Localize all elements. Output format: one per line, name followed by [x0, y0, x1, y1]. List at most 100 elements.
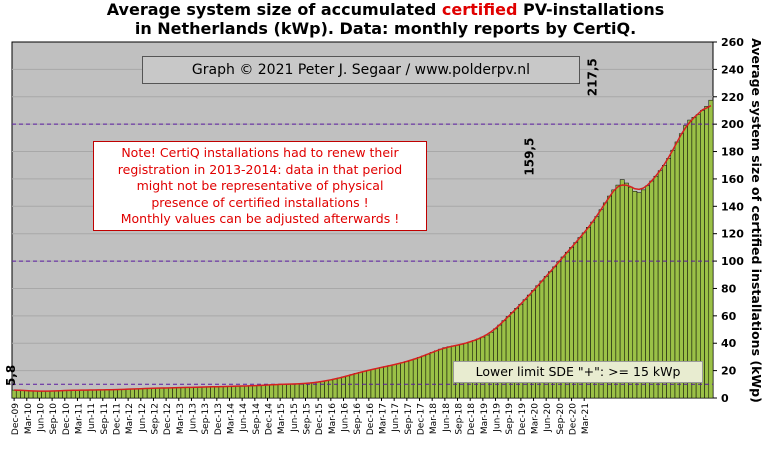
- bar: [75, 389, 80, 399]
- bar: [678, 133, 684, 399]
- x-tick-label: Jun-17: [391, 403, 401, 433]
- y-tick-label: 0: [721, 392, 729, 405]
- bar: [332, 378, 338, 399]
- bar: [674, 141, 680, 399]
- bar: [501, 320, 507, 399]
- x-tick-label: Dec-18: [467, 403, 477, 435]
- bar: [370, 369, 376, 399]
- bar: [417, 357, 422, 399]
- note-line: registration in 2013-2014: data in that …: [117, 161, 403, 177]
- y-axis-label: Average system size of certified install…: [748, 37, 764, 403]
- bar: [252, 385, 258, 399]
- bar: [222, 386, 228, 399]
- x-tick-label: Dec-13: [214, 403, 224, 435]
- bar: [214, 386, 220, 399]
- x-tick-label: Dec-17: [417, 403, 427, 435]
- x-tick-label: Dec-16: [366, 403, 376, 435]
- bar: [303, 383, 308, 399]
- bar: [265, 384, 270, 399]
- x-tick-label: Sep-13: [201, 403, 211, 435]
- note-line: Note! CertiQ installations had to renew …: [121, 145, 399, 160]
- note-line: presence of certified installations !: [151, 194, 369, 210]
- x-tick-label: Dec-11: [112, 403, 122, 435]
- bar: [227, 386, 232, 399]
- note-line: Monthly values can be adjusted afterward…: [120, 211, 400, 226]
- legend-box: Lower limit SDE "+": >= 15 kWp: [453, 361, 703, 383]
- bar: [248, 385, 253, 399]
- x-tick-label: Mar-10: [24, 403, 34, 434]
- bar: [700, 110, 705, 399]
- bar: [142, 388, 148, 399]
- bar: [20, 390, 25, 399]
- bar: [438, 348, 443, 399]
- y-tick-label: 160: [721, 173, 744, 186]
- bar: [345, 375, 351, 399]
- y-tick-label: 120: [721, 228, 744, 241]
- bar: [79, 389, 85, 399]
- bar: [49, 390, 55, 399]
- x-tick-label: Sep-12: [150, 403, 160, 435]
- bar: [683, 125, 688, 399]
- y-tick-label: 20: [721, 365, 737, 378]
- bar: [11, 389, 17, 399]
- bar: [104, 389, 110, 399]
- credit-box: Graph © 2021 Peter J. Segaar / www.polde…: [142, 56, 580, 84]
- bar: [159, 387, 165, 399]
- y-tick-label: 80: [721, 282, 737, 295]
- bar: [298, 383, 304, 399]
- bar: [282, 384, 287, 399]
- bar: [412, 358, 418, 399]
- bar: [108, 389, 114, 399]
- x-tick-label: Mar-13: [176, 403, 186, 434]
- bar: [184, 387, 190, 399]
- bar: [66, 390, 72, 399]
- bar: [41, 390, 47, 399]
- bar: [708, 99, 714, 399]
- x-tick-label: Mar-17: [379, 403, 389, 434]
- bar: [168, 387, 173, 399]
- bar: [45, 390, 51, 399]
- bar: [691, 117, 697, 399]
- bar: [294, 383, 300, 399]
- bar: [176, 387, 182, 399]
- bar: [374, 368, 380, 399]
- bar: [425, 353, 431, 399]
- bar: [277, 384, 283, 399]
- bar: [379, 367, 384, 399]
- y-tick-label: 220: [721, 91, 744, 104]
- data-label: 159,5: [522, 138, 536, 176]
- y-tick-label: 40: [721, 337, 737, 350]
- x-tick-label: Dec-19: [518, 403, 528, 435]
- y-tick-label: 180: [721, 146, 744, 159]
- bar: [687, 119, 693, 399]
- bar: [429, 352, 435, 399]
- x-tick-label: Jun-14: [239, 403, 249, 433]
- note-line: might not be representative of physical: [136, 178, 384, 193]
- x-tick-label: Jun-13: [188, 403, 198, 433]
- bar: [218, 386, 224, 399]
- bar: [311, 382, 317, 399]
- y-tick-label: 240: [721, 63, 744, 76]
- y-tick-label: 200: [721, 118, 744, 131]
- chart-title-line2: in Netherlands (kWp). Data: monthly repo…: [134, 19, 637, 38]
- bar: [387, 365, 393, 399]
- bar: [70, 390, 76, 399]
- note-box: Note! CertiQ installations had to renew …: [93, 141, 427, 231]
- x-tick-label: Sep-15: [302, 403, 312, 435]
- y-tick-label: 140: [721, 200, 744, 213]
- y-tick-label: 60: [721, 310, 737, 323]
- trend-line: [14, 105, 712, 392]
- x-tick-label: Jun-15: [290, 403, 300, 433]
- bar: [695, 114, 701, 399]
- bar: [138, 388, 144, 399]
- y-tick-label: 100: [721, 255, 744, 268]
- x-tick-label: Jun-10: [36, 403, 46, 433]
- bar: [146, 388, 152, 399]
- bar: [260, 385, 266, 399]
- bar: [273, 384, 279, 399]
- data-label: 217,5: [586, 58, 600, 96]
- bar: [307, 382, 313, 399]
- y-tick-label: 260: [721, 36, 744, 49]
- bar: [505, 316, 511, 399]
